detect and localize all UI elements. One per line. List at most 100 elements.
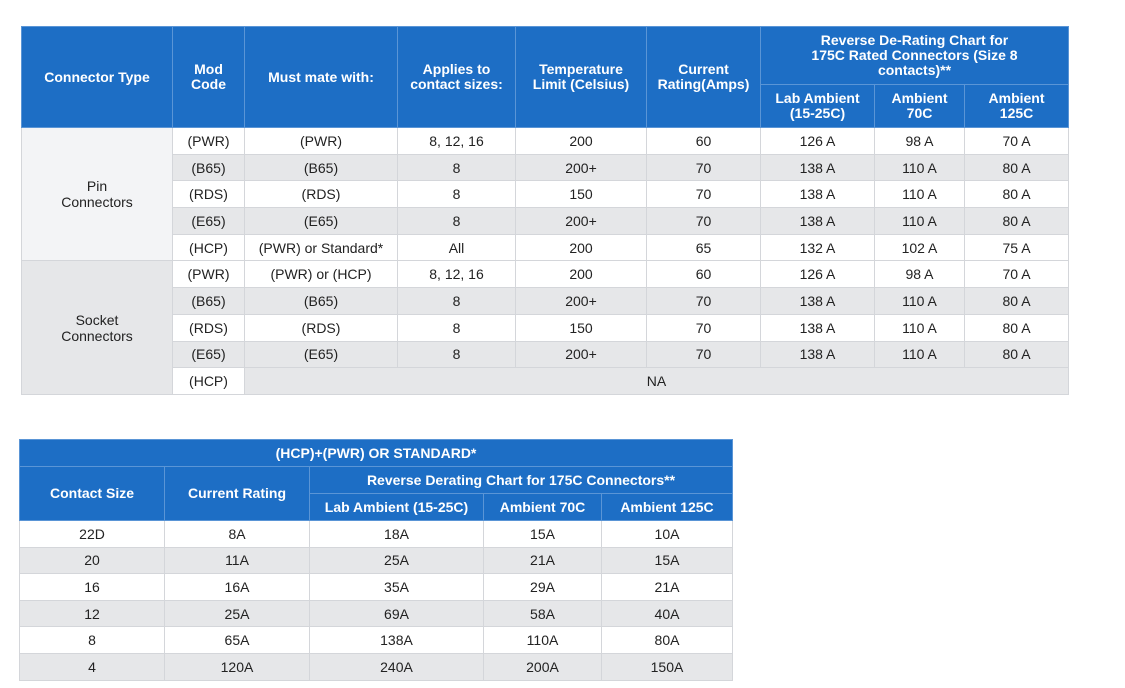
- cell: 138 A: [760, 313, 875, 342]
- cell-na: NA: [243, 367, 1070, 395]
- table-row: (HCP) NA: [21, 367, 1070, 395]
- cell: 21A: [601, 573, 733, 601]
- cell: 200+: [515, 153, 647, 182]
- cell: 138 A: [760, 180, 875, 209]
- cell: 60: [646, 260, 761, 289]
- cell: 80 A: [963, 340, 1070, 369]
- header-reverse-derating: Reverse De-Rating Chart for 175C Rated C…: [759, 26, 1070, 85]
- cell: 110 A: [874, 340, 965, 369]
- group-pin-connectors: Pin Connectors: [21, 126, 173, 262]
- header-lab-ambient: Lab Ambient (15-25C): [309, 493, 484, 521]
- cell: 8: [397, 207, 516, 235]
- cell: 138 A: [760, 287, 875, 315]
- cell: 126 A: [760, 127, 875, 155]
- cell: (E65): [244, 340, 398, 369]
- cell: 80A: [601, 626, 733, 654]
- cell: (RDS): [172, 313, 245, 342]
- cell: 8: [397, 313, 516, 342]
- cell: 70: [646, 153, 761, 182]
- cell: 110 A: [874, 287, 965, 315]
- table-row: (E65) (E65) 8 200+ 70 138 A 110 A 80 A: [21, 340, 1070, 369]
- table-row: (E65) (E65) 8 200+ 70 138 A 110 A 80 A: [21, 207, 1070, 235]
- cell: 65A: [164, 626, 310, 654]
- cell: 15A: [601, 546, 733, 575]
- cell: 80 A: [963, 180, 1070, 209]
- cell: 8A: [164, 520, 310, 548]
- cell: 110 A: [874, 153, 965, 182]
- contact-size-table: (HCP)+(PWR) OR STANDARD* Contact Size Cu…: [19, 439, 733, 681]
- cell: 110 A: [874, 313, 965, 342]
- header-connector-type: Connector Type: [21, 26, 173, 128]
- cell: 70 A: [963, 260, 1070, 289]
- table-row: 20 11A 25A 21A 15A: [19, 546, 733, 575]
- header-must-mate: Must mate with:: [244, 26, 398, 128]
- header-ambient-70c: Ambient 70C: [874, 84, 965, 128]
- header-ambient-70c: Ambient 70C: [483, 493, 602, 521]
- cell: (E65): [172, 207, 245, 235]
- cell: 8, 12, 16: [397, 260, 516, 289]
- cell: 16: [19, 573, 165, 601]
- cell: 80 A: [963, 207, 1070, 235]
- cell: 10A: [601, 520, 733, 548]
- cell: (B65): [244, 287, 398, 315]
- cell: 138 A: [760, 340, 875, 369]
- cell: (E65): [244, 207, 398, 235]
- cell: 138 A: [760, 207, 875, 235]
- cell: 70: [646, 287, 761, 315]
- cell: (HCP): [172, 233, 245, 262]
- cell: 20: [19, 546, 165, 575]
- cell: (B65): [172, 287, 245, 315]
- table-row: Pin Connectors (PWR) (PWR) 8, 12, 16 200…: [21, 126, 1070, 262]
- cell: 8: [19, 626, 165, 654]
- cell: 110A: [483, 626, 602, 654]
- table-row: 8 65A 138A 110A 80A: [19, 626, 733, 654]
- cell: (RDS): [244, 313, 398, 342]
- cell: 200+: [515, 340, 647, 369]
- table-row: (RDS) (RDS) 8 150 70 138 A 110 A 80 A: [21, 313, 1070, 342]
- cell: (RDS): [172, 180, 245, 209]
- cell: 8: [397, 287, 516, 315]
- cell: 8: [397, 180, 516, 209]
- cell: (PWR): [172, 127, 245, 155]
- cell: 75 A: [963, 233, 1070, 262]
- table-row: 12 25A 69A 58A 40A: [19, 599, 733, 628]
- cell: 25A: [309, 546, 484, 575]
- cell: 16A: [164, 573, 310, 601]
- table-row: (RDS) (RDS) 8 150 70 138 A 110 A 80 A: [21, 180, 1070, 209]
- cell: 138 A: [760, 153, 875, 182]
- cell: 60: [646, 127, 761, 155]
- cell: All: [397, 233, 516, 262]
- cell: 18A: [309, 520, 484, 548]
- cell: 200+: [515, 207, 647, 235]
- cell: 11A: [164, 546, 310, 575]
- cell: (E65): [172, 340, 245, 369]
- cell: 80 A: [963, 287, 1070, 315]
- cell: (B65): [244, 153, 398, 182]
- header-mod-code: Mod Code: [172, 26, 245, 128]
- cell: (B65): [172, 153, 245, 182]
- cell: 132 A: [760, 233, 875, 262]
- table-row: (B65) (B65) 8 200+ 70 138 A 110 A 80 A: [21, 287, 1070, 315]
- cell: 22D: [19, 520, 165, 548]
- cell: 200+: [515, 287, 647, 315]
- cell: (RDS): [244, 180, 398, 209]
- cell: 98 A: [874, 127, 965, 155]
- table-row: 4 120A 240A 200A 150A: [19, 652, 733, 681]
- cell: 12: [19, 599, 165, 628]
- cell: 110 A: [874, 207, 965, 235]
- header-temperature-limit: Temperature Limit (Celsius): [515, 26, 647, 128]
- cell: 29A: [483, 573, 602, 601]
- cell: 110 A: [874, 180, 965, 209]
- cell: 150A: [601, 652, 733, 681]
- cell: 80 A: [963, 153, 1070, 182]
- header-lab-ambient: Lab Ambient (15-25C): [760, 84, 875, 128]
- cell: 70: [646, 313, 761, 342]
- table2-title: (HCP)+(PWR) OR STANDARD*: [19, 439, 733, 467]
- cell: 138A: [309, 626, 484, 654]
- header-contact-size: Contact Size: [19, 466, 165, 521]
- cell: 80 A: [963, 313, 1070, 342]
- connector-rating-table: Connector Type Mod Code Must mate with: …: [21, 26, 1070, 395]
- cell: 25A: [164, 599, 310, 628]
- header-applies-to: Applies to contact sizes:: [397, 26, 516, 128]
- table-row: Socket Connectors (PWR) (PWR) or (HCP) 8…: [21, 260, 1070, 395]
